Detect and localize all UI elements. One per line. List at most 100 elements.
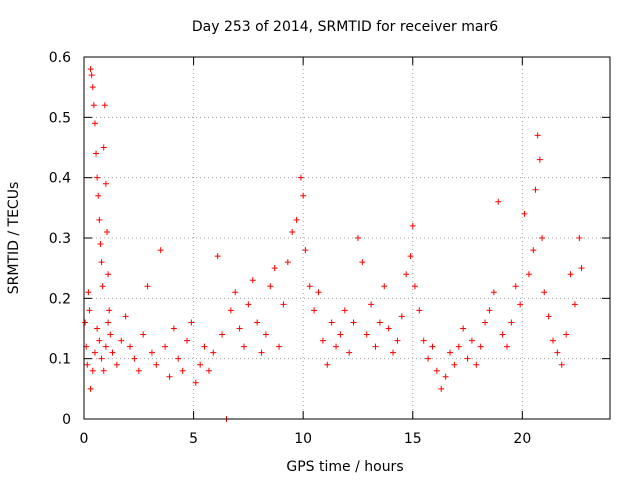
data-point <box>499 331 506 338</box>
data-point <box>451 361 458 368</box>
y-tick-label: 0.4 <box>49 171 71 187</box>
data-point <box>227 307 234 314</box>
data-point <box>127 343 134 350</box>
data-point <box>249 277 256 284</box>
data-point <box>337 331 344 338</box>
data-point <box>104 228 111 235</box>
data-point <box>262 331 269 338</box>
data-point <box>297 174 304 181</box>
data-point <box>236 325 243 332</box>
data-point <box>94 174 101 181</box>
data-point <box>381 283 388 290</box>
data-point <box>536 156 543 163</box>
data-point <box>521 210 528 217</box>
data-point <box>205 367 212 374</box>
data-point <box>442 373 449 380</box>
data-point <box>372 343 379 350</box>
axis-ticks <box>83 56 610 420</box>
data-point <box>464 355 471 362</box>
data-point <box>525 271 532 278</box>
x-tick-label: 15 <box>404 431 422 447</box>
data-point <box>179 367 186 374</box>
data-point <box>532 186 539 193</box>
data-point <box>100 144 107 151</box>
data-point <box>175 355 182 362</box>
data-point <box>232 289 239 296</box>
data-point <box>512 283 519 290</box>
data-point <box>86 307 93 314</box>
data-point <box>89 367 96 374</box>
data-point <box>240 343 247 350</box>
data-point <box>576 235 583 241</box>
data-point <box>102 180 109 187</box>
data-point <box>508 319 515 326</box>
data-point <box>107 331 114 338</box>
data-point <box>541 289 548 296</box>
data-point <box>385 325 392 332</box>
data-point <box>166 373 173 380</box>
data-point <box>473 361 480 368</box>
data-point <box>333 343 340 350</box>
data-point <box>477 343 484 350</box>
y-tick-label: 0.3 <box>49 231 71 247</box>
data-point <box>87 385 94 392</box>
x-tick-label: 20 <box>513 431 531 447</box>
data-point <box>341 307 348 314</box>
data-point <box>398 313 405 320</box>
data-point <box>118 337 125 344</box>
data-point <box>94 325 101 332</box>
data-point <box>554 349 561 356</box>
data-point <box>258 349 265 356</box>
x-tick-label: 10 <box>294 431 312 447</box>
data-point <box>90 102 97 109</box>
data-point <box>87 66 94 73</box>
data-point <box>558 361 565 368</box>
data-point <box>89 84 96 91</box>
data-point <box>99 283 106 290</box>
data-point <box>97 241 104 248</box>
data-point <box>148 349 155 356</box>
data-point <box>354 235 361 241</box>
y-tick-label: 0.5 <box>49 110 71 126</box>
data-point <box>98 355 105 362</box>
data-point <box>289 228 296 235</box>
data-point <box>530 247 537 254</box>
y-tick-labels: 0 0.1 0.2 0.3 0.4 0.5 0.6 <box>49 50 71 428</box>
data-point <box>394 337 401 344</box>
data-point <box>460 325 467 332</box>
x-tick-label: 5 <box>189 431 198 447</box>
data-point <box>245 301 252 308</box>
data-point <box>416 307 423 314</box>
data-point <box>122 313 129 320</box>
data-point <box>280 301 287 308</box>
data-point <box>131 355 138 362</box>
data-point <box>98 259 105 266</box>
data-point <box>214 253 221 260</box>
data-point <box>571 301 578 308</box>
data-point <box>403 271 410 278</box>
data-point <box>495 198 502 205</box>
data-point <box>219 331 226 338</box>
data-point <box>468 337 475 344</box>
data-point <box>91 120 98 127</box>
data-point <box>311 307 318 314</box>
data-point <box>490 289 497 296</box>
data-point <box>550 337 557 344</box>
data-point <box>85 289 92 296</box>
data-point <box>109 349 116 356</box>
data-point <box>429 343 436 350</box>
data-point <box>140 331 147 338</box>
data-point <box>407 253 414 260</box>
data-point <box>517 301 524 308</box>
data-point <box>293 216 300 223</box>
data-point <box>144 283 151 290</box>
x-tick-labels: 0 5 10 15 20 <box>80 431 532 447</box>
data-point <box>315 289 322 296</box>
data-point <box>503 343 510 350</box>
data-point <box>563 331 570 338</box>
y-tick-label: 0.2 <box>49 291 71 307</box>
data-point <box>433 367 440 374</box>
data-point <box>153 361 160 368</box>
